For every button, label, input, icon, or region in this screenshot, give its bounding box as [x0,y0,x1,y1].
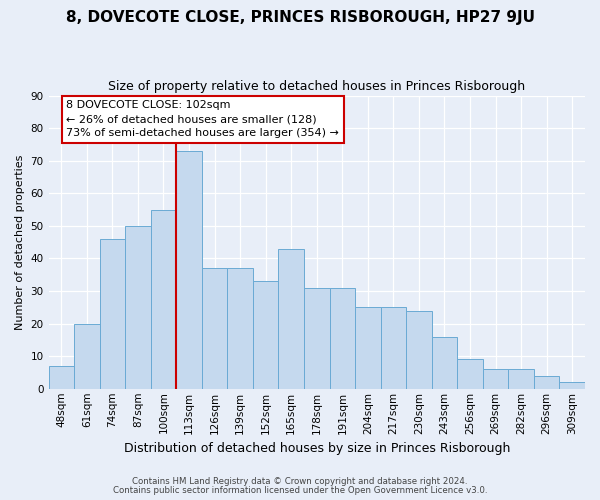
Bar [457,360,483,389]
Bar [74,324,100,389]
Bar [49,366,74,389]
Bar [355,308,380,389]
Text: 8 DOVECOTE CLOSE: 102sqm
← 26% of detached houses are smaller (128)
73% of semi-: 8 DOVECOTE CLOSE: 102sqm ← 26% of detach… [67,100,339,138]
Y-axis label: Number of detached properties: Number of detached properties [15,154,25,330]
Bar [559,382,585,389]
Bar [432,336,457,389]
Bar [406,310,432,389]
X-axis label: Distribution of detached houses by size in Princes Risborough: Distribution of detached houses by size … [124,442,510,455]
Bar [100,239,125,389]
Bar [202,268,227,389]
Bar [227,268,253,389]
Title: Size of property relative to detached houses in Princes Risborough: Size of property relative to detached ho… [108,80,526,93]
Bar [278,248,304,389]
Text: Contains HM Land Registry data © Crown copyright and database right 2024.: Contains HM Land Registry data © Crown c… [132,477,468,486]
Bar [151,210,176,389]
Text: Contains public sector information licensed under the Open Government Licence v3: Contains public sector information licen… [113,486,487,495]
Bar [176,151,202,389]
Bar [304,288,329,389]
Bar [534,376,559,389]
Text: 8, DOVECOTE CLOSE, PRINCES RISBOROUGH, HP27 9JU: 8, DOVECOTE CLOSE, PRINCES RISBOROUGH, H… [65,10,535,25]
Bar [253,282,278,389]
Bar [483,369,508,389]
Bar [329,288,355,389]
Bar [125,226,151,389]
Bar [508,369,534,389]
Bar [380,308,406,389]
